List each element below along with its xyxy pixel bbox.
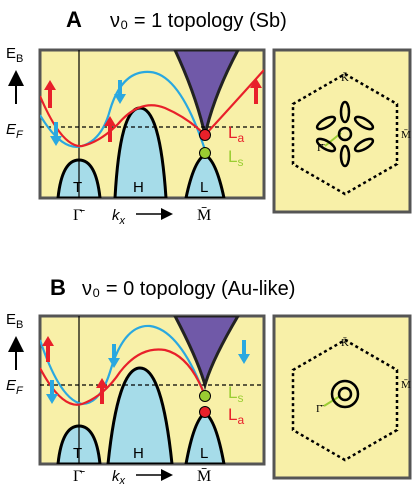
surface-state-red	[40, 69, 264, 148]
la-label: La	[228, 405, 244, 427]
la-label: La	[228, 123, 244, 145]
surface-state-red	[40, 348, 207, 406]
fermi-label: EF	[6, 377, 24, 397]
spin-arrow-up-1	[42, 336, 54, 362]
spin-arrow-up-1	[44, 80, 56, 108]
ls-state-dot	[199, 390, 211, 402]
panel-a-letter: A	[66, 7, 82, 32]
brillouin-zone-hexagon	[291, 72, 399, 196]
fermi-label: EF	[6, 121, 24, 141]
hex-label-m: M̄	[401, 129, 411, 141]
x-label-m: M̄	[197, 468, 211, 484]
hex-label-gamma: Γ̄	[316, 403, 324, 415]
surface-state-blue	[40, 70, 207, 151]
panel-a-title: ν₀ = 1 topology (Sb)	[110, 10, 287, 32]
conduction-band	[173, 316, 240, 391]
hex-label-m: M̄	[401, 379, 411, 391]
spin-arrow-up-3	[250, 78, 262, 104]
spin-arrow-down-2	[114, 80, 126, 104]
panel-b-title: ν₀ = 0 topology (Au-like)	[82, 278, 295, 300]
spin-arrow-up-2	[104, 116, 116, 142]
panel-b: B ν₀ = 0 topology (Au-like) EB EF T H L …	[6, 275, 412, 484]
gamma-pointer	[323, 395, 341, 407]
band-label-l: L	[200, 445, 208, 462]
band-label-h: H	[133, 445, 144, 462]
x-label-m: M̄	[197, 207, 211, 224]
y-axis-label: EB	[6, 45, 23, 65]
x-label-kx: kx	[112, 468, 126, 484]
band-h	[106, 366, 174, 464]
la-state-dot	[199, 129, 211, 141]
fermi-pockets	[315, 100, 375, 168]
la-state-dot	[199, 406, 211, 418]
spin-arrow-down-2	[108, 344, 120, 368]
hex-label-k: K̄	[341, 72, 349, 84]
band-label-t: T	[73, 445, 82, 462]
band-label-t: T	[73, 179, 82, 196]
ls-label: Ls	[228, 383, 243, 405]
x-label-kx: kx	[112, 207, 126, 227]
ls-label: Ls	[228, 147, 243, 169]
surface-state-blue	[40, 324, 207, 406]
x-label-gamma: Γ̄	[73, 207, 85, 224]
brillouin-zone-hexagon	[291, 338, 399, 462]
band-label-h: H	[133, 179, 144, 196]
panel-b-letter: B	[50, 275, 66, 300]
spin-arrow-up-2	[96, 378, 108, 404]
spin-arrow-down-1	[46, 380, 58, 404]
band-label-l: L	[200, 179, 208, 196]
hex-label-k: K̄	[341, 337, 349, 349]
spin-arrow-down-1	[50, 122, 62, 146]
fermi-pockets	[330, 379, 360, 409]
x-label-gamma: Γ̄	[73, 468, 85, 484]
ls-state-dot	[199, 147, 211, 159]
panel-a: A ν₀ = 1 topology (Sb) EB EF	[6, 7, 412, 227]
spin-arrow-down-3	[238, 340, 250, 364]
y-axis-label: EB	[6, 311, 23, 331]
